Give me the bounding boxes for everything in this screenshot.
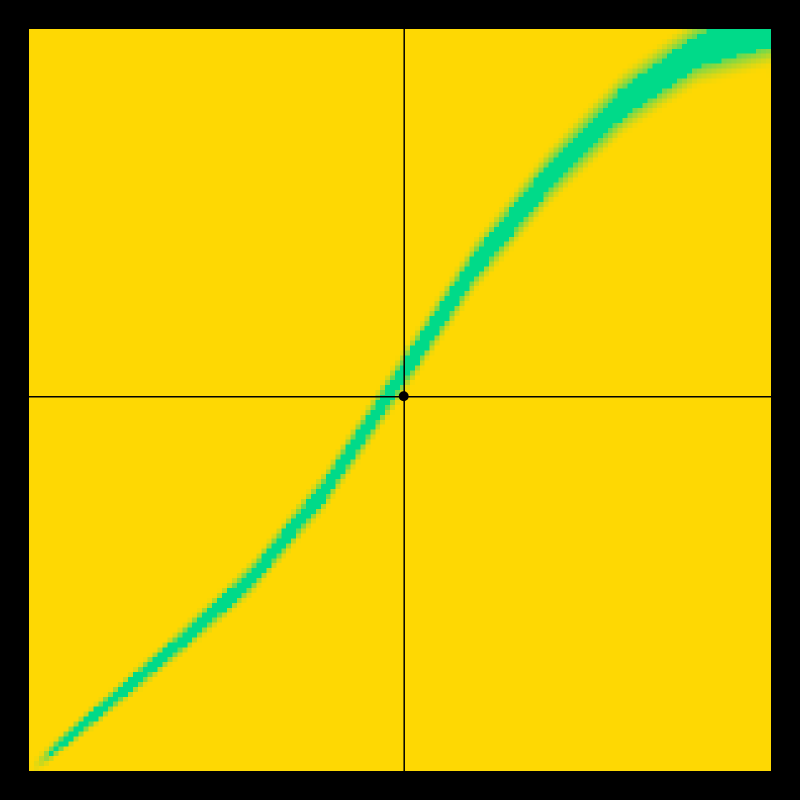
watermark-text: TheBottleneck.com [558,4,770,31]
chart-stage: TheBottleneck.com [0,0,800,800]
crosshair-overlay [29,29,771,771]
